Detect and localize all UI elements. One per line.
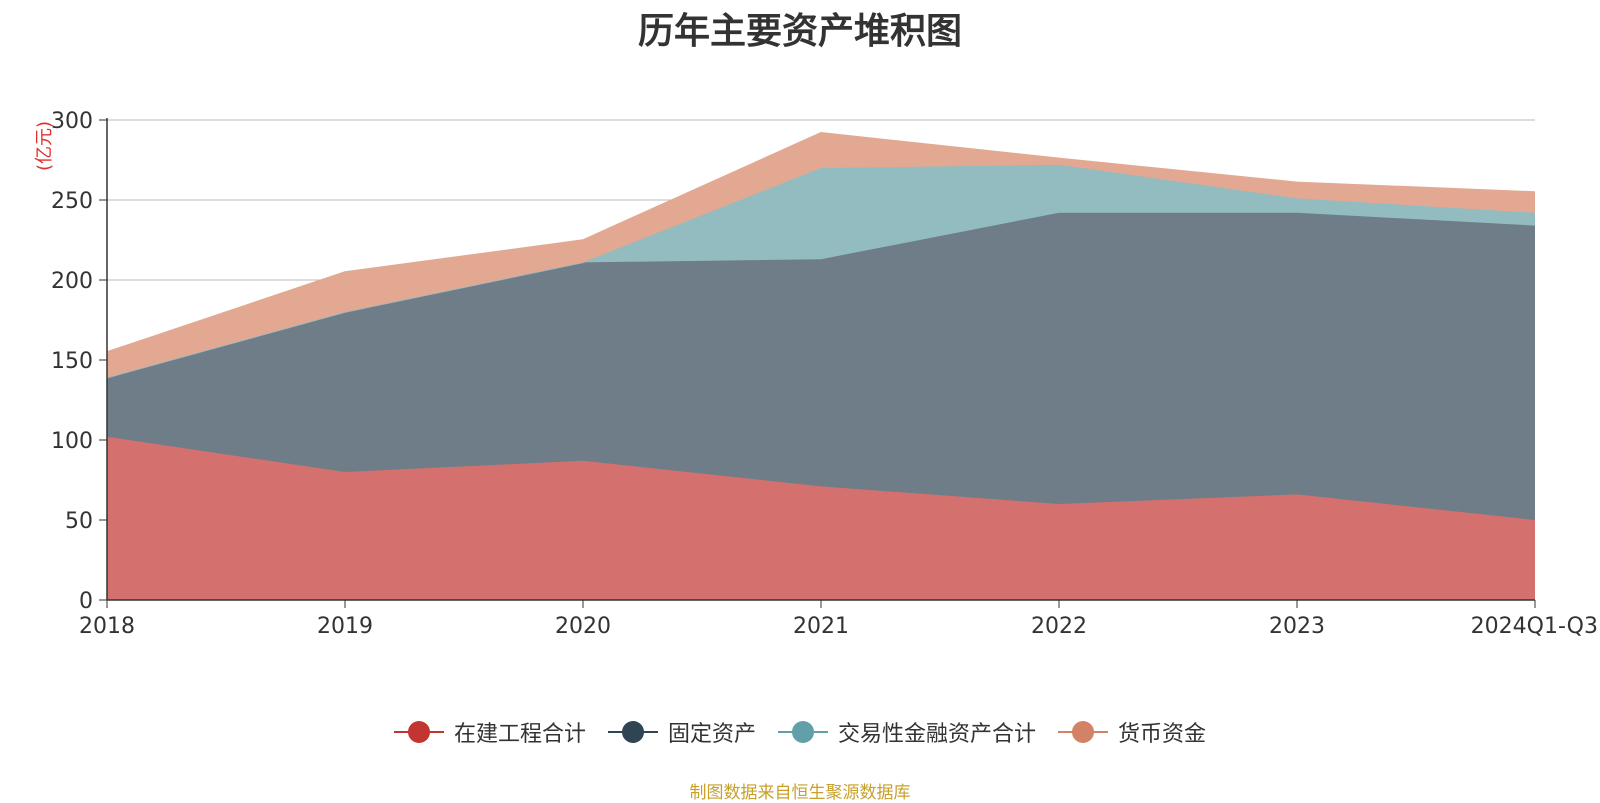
legend-item-2[interactable]: 固定资产 [607, 716, 756, 748]
legend-marker-icon [607, 720, 658, 744]
x-tick-label: 2024Q1-Q3 [1471, 614, 1598, 639]
y-tick-label: 0 [79, 589, 93, 614]
source-note: 制图数据来自恒生聚源数据库 [689, 783, 911, 803]
axes [99, 118, 1536, 608]
x-tick-label: 2018 [79, 614, 135, 639]
legend-marker-icon [1058, 720, 1109, 744]
x-tick-label: 2020 [555, 614, 611, 639]
area-series [106, 132, 1536, 600]
legend-label: 在建工程合计 [453, 722, 586, 747]
legend-marker-icon [778, 720, 828, 744]
x-tick-label: 2023 [1269, 614, 1325, 639]
x-tick-label: 2022 [1031, 614, 1087, 639]
legend-item-3[interactable]: 交易性金融资产合计 [778, 716, 1036, 748]
area-series-3 [107, 164, 1535, 378]
tick-labels: 0 50 100 150 200 250 300 2018 2019 2020 2021 2022 20… [34, 109, 1598, 639]
area-series-2 [107, 212, 1535, 521]
y-tick-label: 50 [65, 509, 93, 534]
legend-label: 交易性金融资产合计 [838, 722, 1037, 747]
legend-marker-icon [393, 720, 444, 744]
x-tick-label: 2019 [317, 614, 373, 639]
y-tick-label: 300 [51, 109, 93, 134]
chart-title: 历年主要资产堆积图 [637, 11, 962, 52]
y-tick-label: 100 [51, 429, 93, 454]
x-tick-label: 2021 [793, 614, 849, 639]
legend: 在建工程合计 固定资产 交易性金融资产合计 货币资金 [0, 716, 1600, 748]
legend-label: 货币资金 [1118, 722, 1207, 747]
y-tick-label: 150 [51, 349, 93, 374]
legend-label: 固定资产 [667, 722, 756, 747]
y-axis-unit-label: (亿元) [34, 121, 55, 171]
series-line-4 [106, 132, 1536, 353]
area-series-1 [107, 436, 1535, 600]
y-tick-label: 250 [51, 189, 93, 214]
legend-item-4[interactable]: 货币资金 [1058, 716, 1206, 748]
legend-item-1[interactable]: 在建工程合计 [393, 716, 586, 748]
y-tick-label: 200 [51, 269, 93, 294]
